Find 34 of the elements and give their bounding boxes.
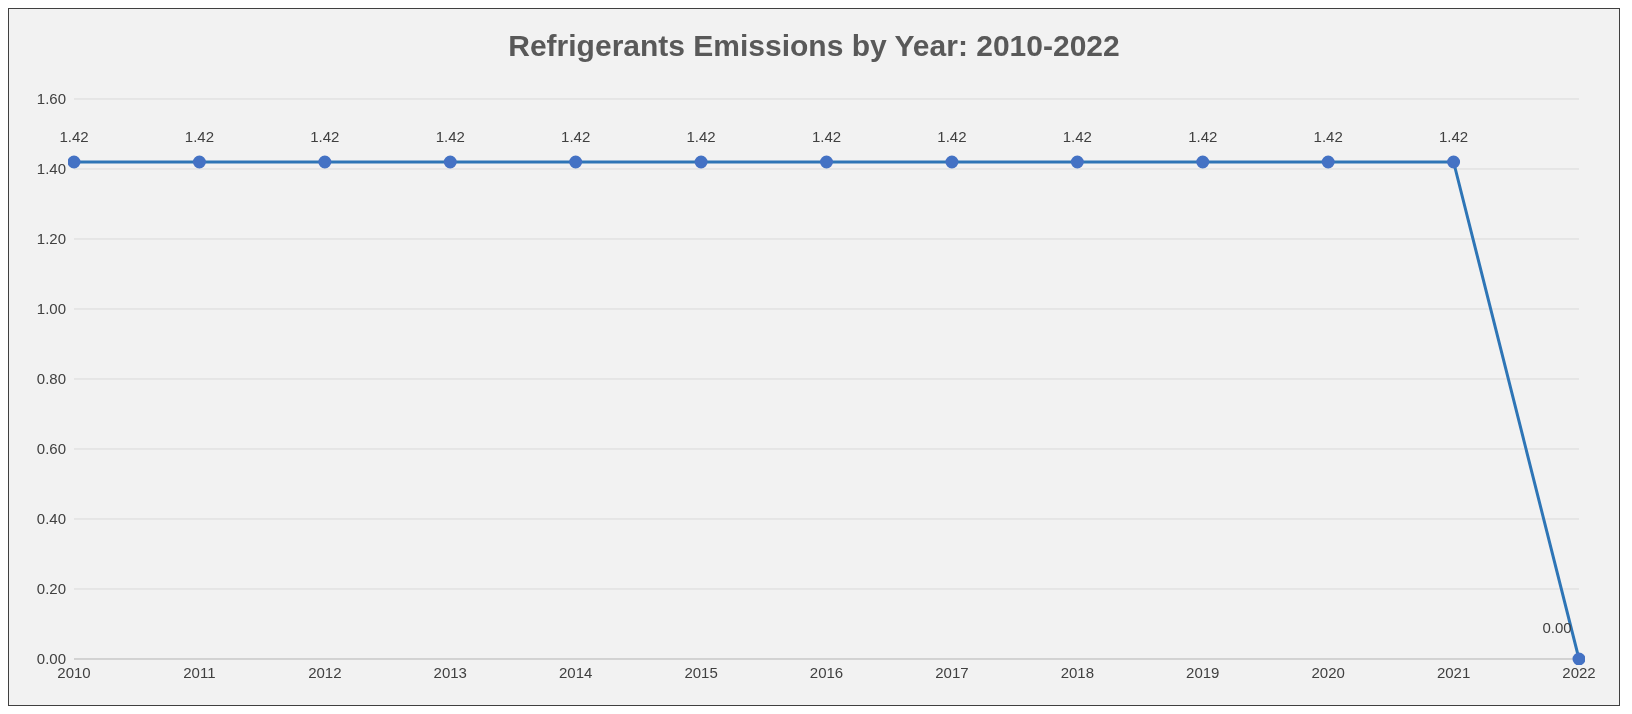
data-label: 1.42 xyxy=(686,128,716,145)
y-tick-label: 1.00 xyxy=(36,300,66,318)
y-tick-label: 1.20 xyxy=(36,230,66,248)
data-label: 1.42 xyxy=(1062,128,1092,145)
data-label: 1.42 xyxy=(184,128,215,145)
data-label: 1.42 xyxy=(1438,128,1469,145)
y-tick-label: 1.40 xyxy=(36,160,66,178)
data-label: 0.00 xyxy=(1542,619,1572,636)
x-tick-label: 2012 xyxy=(308,663,342,681)
x-tick-label: 2021 xyxy=(1436,663,1471,681)
x-tick-label: 2015 xyxy=(684,663,718,681)
y-tick-label: 0.20 xyxy=(36,580,66,598)
x-tick-label: 2019 xyxy=(1186,663,1220,681)
x-tick-label: 2016 xyxy=(809,663,844,681)
x-tick-label: 2014 xyxy=(558,663,593,681)
data-label: 1.42 xyxy=(435,128,465,145)
x-tick-label: 2022 xyxy=(1562,663,1596,681)
x-tick-label: 2017 xyxy=(935,663,969,681)
data-label: 1.42 xyxy=(1188,128,1218,145)
y-tick-label: 1.60 xyxy=(36,90,66,108)
data-label: 1.42 xyxy=(937,128,967,145)
data-label: 1.42 xyxy=(811,128,842,145)
x-tick-label: 2018 xyxy=(1060,663,1095,681)
y-tick-label: 0.60 xyxy=(36,440,66,458)
data-label: 1.42 xyxy=(561,128,591,145)
data-label: 1.42 xyxy=(310,128,340,145)
x-tick-label: 2013 xyxy=(433,663,467,681)
x-tick-label: 2011 xyxy=(183,663,216,681)
data-label: 1.42 xyxy=(1313,128,1343,145)
y-tick-label: 0.40 xyxy=(36,510,66,528)
chart-title: Refrigerants Emissions by Year: 2010-2022 xyxy=(507,28,1121,64)
x-tick-label: 2020 xyxy=(1311,663,1345,681)
y-tick-label: 0.80 xyxy=(36,370,66,388)
data-label: 1.42 xyxy=(59,128,89,145)
